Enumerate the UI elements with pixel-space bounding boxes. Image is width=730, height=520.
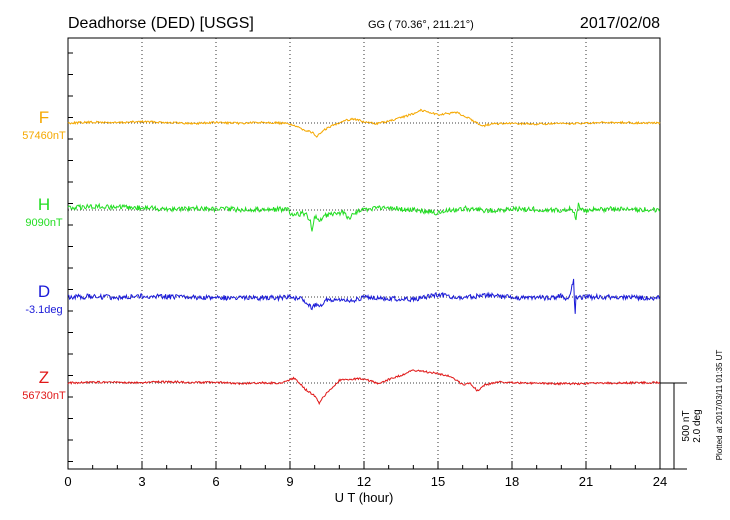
grid-lines [141,38,587,469]
x-axis: 0 3 6 9 12 15 18 21 24 [64,461,667,489]
x-axis-label: U T (hour) [335,490,394,505]
scale-bar: 500 nT 2.0 deg [660,382,703,470]
x-tick-label-12: 12 [357,474,371,489]
station-title: Deadhorse (DED) [USGS] [68,15,254,32]
series-name-H: H [38,195,50,214]
series-line-D [67,278,661,314]
plotted-at-note: Plotted at 2017/03/11 01:35 UT [715,350,724,461]
date-label: 2017/02/08 [580,15,660,32]
x-tick-label-6: 6 [212,474,219,489]
x-tick-label-18: 18 [505,474,519,489]
scale-bar-nt-label: 500 nT [681,410,692,441]
series-name-Z: Z [39,368,49,387]
x-tick-label-24: 24 [653,474,667,489]
series-line-Z [67,369,661,406]
x-tick-label-9: 9 [286,474,293,489]
series-line-H [67,202,661,232]
series-labels: F 57460nT H 9090nT D -3.1deg Z 56730nT [22,108,66,402]
x-tick-label-3: 3 [138,474,145,489]
series-baseline-F: 57460nT [22,130,66,142]
x-tick-label-0: 0 [64,474,71,489]
series-name-F: F [39,108,49,127]
x-tick-label-15: 15 [431,474,445,489]
series-baseline-Z: 56730nT [22,390,66,402]
y-minor-ticks [68,52,73,462]
series-baseline-H: 9090nT [25,217,63,229]
series-layer [67,108,661,406]
series-line-F [67,108,661,138]
series-name-D: D [38,282,50,301]
coordinates-label: GG ( 70.36°, 211.21°) [368,19,474,31]
scale-bar-deg-label: 2.0 deg [692,409,703,442]
x-tick-label-21: 21 [579,474,593,489]
series-baseline-D: -3.1deg [25,304,62,316]
